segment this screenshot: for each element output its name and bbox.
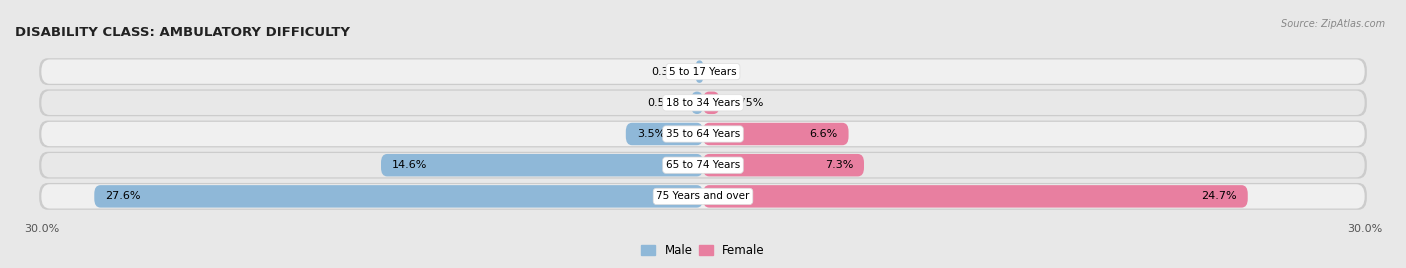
FancyBboxPatch shape <box>39 121 1367 147</box>
Text: 0.32%: 0.32% <box>652 67 688 77</box>
Text: Source: ZipAtlas.com: Source: ZipAtlas.com <box>1281 19 1385 29</box>
FancyBboxPatch shape <box>39 183 1367 210</box>
Text: 7.3%: 7.3% <box>824 160 853 170</box>
FancyBboxPatch shape <box>703 92 720 114</box>
FancyBboxPatch shape <box>39 58 1367 85</box>
FancyBboxPatch shape <box>41 184 1365 209</box>
FancyBboxPatch shape <box>41 91 1365 115</box>
FancyBboxPatch shape <box>692 92 703 114</box>
Text: 6.6%: 6.6% <box>810 129 838 139</box>
Text: 75 Years and over: 75 Years and over <box>657 191 749 201</box>
Legend: Male, Female: Male, Female <box>637 239 769 262</box>
FancyBboxPatch shape <box>41 153 1365 177</box>
FancyBboxPatch shape <box>696 60 703 83</box>
Text: 0.75%: 0.75% <box>728 98 763 108</box>
FancyBboxPatch shape <box>41 122 1365 146</box>
FancyBboxPatch shape <box>703 185 1247 208</box>
FancyBboxPatch shape <box>41 59 1365 84</box>
Text: DISABILITY CLASS: AMBULATORY DIFFICULTY: DISABILITY CLASS: AMBULATORY DIFFICULTY <box>14 26 350 39</box>
Text: 0.0%: 0.0% <box>711 67 740 77</box>
FancyBboxPatch shape <box>39 90 1367 116</box>
FancyBboxPatch shape <box>381 154 703 176</box>
Text: 14.6%: 14.6% <box>392 160 427 170</box>
Text: 3.5%: 3.5% <box>637 129 665 139</box>
Text: 24.7%: 24.7% <box>1201 191 1237 201</box>
Text: 65 to 74 Years: 65 to 74 Years <box>666 160 740 170</box>
FancyBboxPatch shape <box>703 123 849 145</box>
FancyBboxPatch shape <box>626 123 703 145</box>
FancyBboxPatch shape <box>703 154 865 176</box>
Text: 35 to 64 Years: 35 to 64 Years <box>666 129 740 139</box>
FancyBboxPatch shape <box>39 152 1367 178</box>
Text: 18 to 34 Years: 18 to 34 Years <box>666 98 740 108</box>
Text: 5 to 17 Years: 5 to 17 Years <box>669 67 737 77</box>
Text: 27.6%: 27.6% <box>105 191 141 201</box>
Text: 0.54%: 0.54% <box>647 98 682 108</box>
FancyBboxPatch shape <box>94 185 703 208</box>
